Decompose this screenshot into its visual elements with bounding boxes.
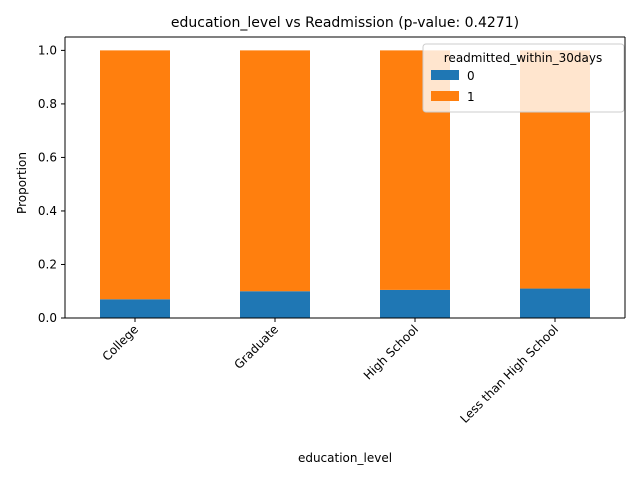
bar-college-series-1 [100,50,170,300]
bar-high-school-series-0 [380,289,450,318]
y-tick-label: 0.6 [38,150,57,164]
legend-label: 0 [467,69,475,83]
bar-college-series-0 [100,299,170,318]
legend-entries: 01 [431,69,475,104]
legend-swatch [431,91,459,101]
x-tick-label: High School [361,322,421,382]
y-tick-label: 0.4 [38,204,57,218]
axes-layer [64,36,626,319]
legend-label: 1 [467,90,475,104]
y-tick-label: 0.0 [38,311,57,325]
legend-frame [422,43,625,113]
y-tick-label: 0.2 [38,257,57,271]
y-tick-label: 1.0 [38,43,57,57]
x-tick-label: Less than High School [458,322,562,426]
legend: readmitted_within_30days 01 [422,43,625,113]
x-tick-label: Graduate [231,322,281,372]
bar-less-than-high-school-series-0 [520,288,590,318]
bar-graduate-series-0 [240,291,310,318]
legend-title: readmitted_within_30days [444,51,602,65]
x-tick-label: College [100,322,142,364]
legend-swatch [431,70,459,80]
y-axis-label: Proportion [15,152,29,214]
chart-title: education_level vs Readmission (p-value:… [171,15,519,31]
y-tick-label: 0.8 [38,97,57,111]
bar-graduate-series-1 [240,50,310,292]
x-axis-label: education_level [298,451,392,465]
